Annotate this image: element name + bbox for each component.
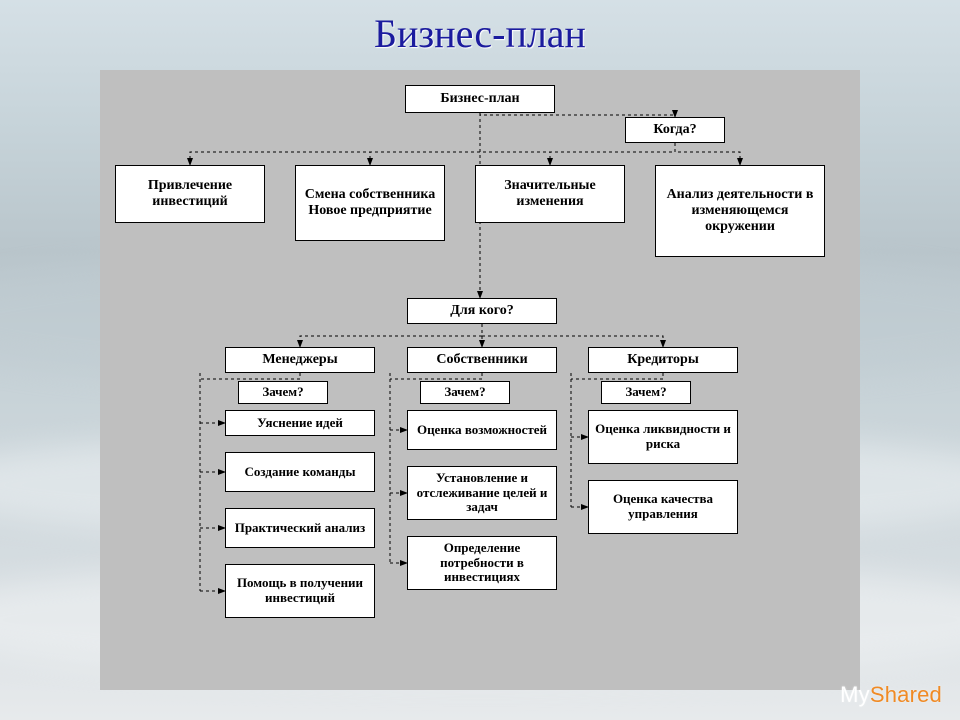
node-k3: Значительные изменения bbox=[475, 165, 625, 223]
node-audS: Собственники bbox=[407, 347, 557, 373]
node-audM: Менеджеры bbox=[225, 347, 375, 373]
node-zS: Зачем? bbox=[420, 381, 510, 404]
node-m2: Создание команды bbox=[225, 452, 375, 492]
edge-layer bbox=[100, 70, 860, 690]
node-root: Бизнес-план bbox=[405, 85, 555, 113]
node-audK: Кредиторы bbox=[588, 347, 738, 373]
node-m1: Уяснение идей bbox=[225, 410, 375, 436]
watermark-right: Shared bbox=[870, 682, 942, 707]
node-c2: Оценка качества управления bbox=[588, 480, 738, 534]
watermark-left: My bbox=[840, 682, 870, 707]
node-zK: Зачем? bbox=[601, 381, 691, 404]
node-s3: Определение потребности в инвестициях bbox=[407, 536, 557, 590]
node-m4: Помощь в получении инвестиций bbox=[225, 564, 375, 618]
node-dlya: Для кого? bbox=[407, 298, 557, 324]
node-kogda: Когда? bbox=[625, 117, 725, 143]
node-zM: Зачем? bbox=[238, 381, 328, 404]
diagram-canvas: Бизнес-план Когда? Привлечение инвестиций С… bbox=[100, 70, 860, 690]
node-k1: Привлечение инвестиций bbox=[115, 165, 265, 223]
node-k4: Анализ деятельности в изменяющемся окруж… bbox=[655, 165, 825, 257]
watermark: MyShared bbox=[840, 682, 942, 708]
node-m3: Практический анализ bbox=[225, 508, 375, 548]
page-title: Бизнес-план bbox=[0, 10, 960, 57]
node-s2: Установление и отслеживание целей и зада… bbox=[407, 466, 557, 520]
node-s1: Оценка возможностей bbox=[407, 410, 557, 450]
node-c1: Оценка ликвидности и риска bbox=[588, 410, 738, 464]
node-k2: Смена собственника Новое предприятие bbox=[295, 165, 445, 241]
